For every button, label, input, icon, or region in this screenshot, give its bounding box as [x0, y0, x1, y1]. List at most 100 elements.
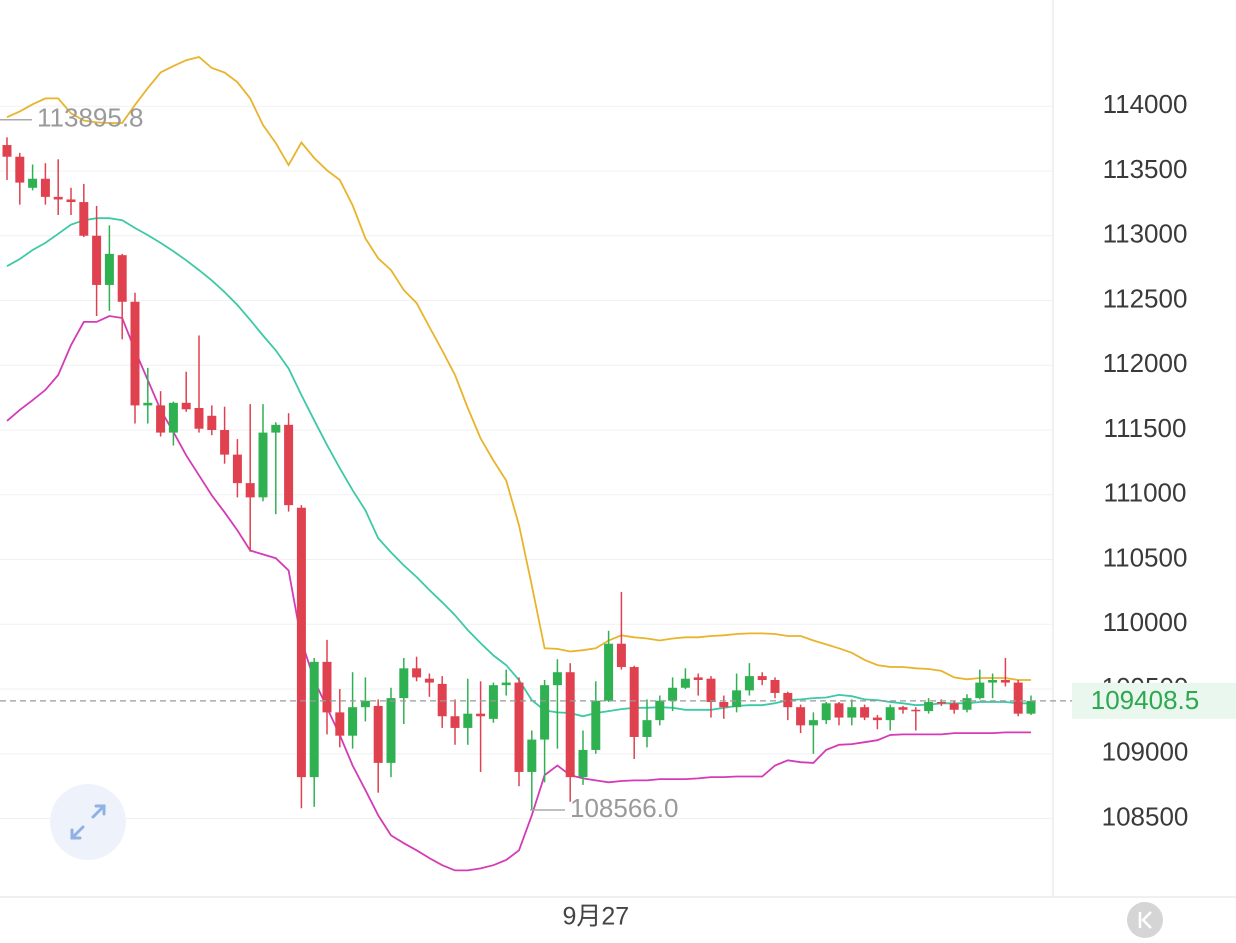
candle-body — [207, 415, 217, 431]
candle-body — [578, 749, 588, 778]
candle-body — [463, 713, 473, 728]
candle-body — [92, 235, 102, 285]
candle-body — [796, 707, 806, 726]
candle-body — [194, 407, 204, 429]
candle-body — [924, 702, 934, 712]
candle-body — [744, 676, 754, 691]
candle-body — [770, 679, 780, 693]
candle-body — [399, 668, 409, 699]
candle-body — [386, 698, 396, 763]
expand-button-bg[interactable] — [50, 784, 126, 860]
candle-body — [258, 432, 268, 498]
candle-body — [488, 685, 498, 719]
candle-body — [552, 672, 562, 686]
candle-body — [936, 702, 946, 704]
expand-icon — [70, 804, 106, 840]
candle-body — [514, 682, 524, 772]
candle-body — [66, 199, 76, 203]
last-price-box — [1072, 682, 1236, 719]
candle-body — [540, 685, 550, 740]
candle-body — [949, 703, 959, 710]
candle-body — [476, 713, 486, 717]
candle-body — [783, 692, 793, 708]
candle-body — [911, 709, 921, 712]
annotation-label: 108566.0 — [570, 793, 678, 823]
candle-body — [821, 703, 831, 721]
annotation-label: 113895.8 — [37, 103, 144, 133]
scroll-latest-icon — [1138, 911, 1152, 929]
candle-body — [245, 483, 255, 498]
candle-body — [872, 717, 882, 721]
y-tick-label: 111500 — [1104, 413, 1187, 443]
candle-body — [655, 700, 665, 721]
candle-body — [616, 643, 626, 668]
candle-body — [232, 454, 242, 484]
candle-body — [271, 424, 281, 433]
candle-body — [373, 705, 383, 763]
candle-body — [719, 702, 729, 708]
candle-body — [1013, 682, 1023, 714]
candle-body — [565, 672, 575, 778]
scroll-latest-bg[interactable] — [1127, 902, 1163, 938]
candle-body — [898, 707, 908, 710]
candle-body — [501, 682, 511, 686]
candle-body — [104, 253, 114, 285]
candle-body — [130, 301, 140, 406]
candle-body — [28, 178, 38, 188]
last-price-label: 109408.5 — [1091, 685, 1199, 715]
candle-body — [143, 402, 153, 406]
candle-body — [309, 661, 319, 778]
expand-button[interactable] — [50, 784, 126, 860]
y-tick-label: 110500 — [1103, 542, 1188, 572]
y-tick-label: 112500 — [1103, 283, 1188, 313]
candle-body — [591, 700, 601, 750]
candle-body — [53, 196, 63, 200]
candle-body — [2, 145, 12, 157]
candle-body — [757, 676, 767, 680]
candle-body — [847, 707, 857, 718]
candle-body — [732, 690, 742, 708]
candle-body — [15, 156, 25, 183]
candle-body — [348, 707, 358, 736]
y-tick-label: 111000 — [1104, 478, 1187, 508]
y-tick-label: 109000 — [1102, 737, 1189, 767]
y-tick-label: 108500 — [1102, 801, 1189, 831]
candle-body — [322, 661, 332, 713]
candle-body — [360, 700, 370, 708]
candle-body — [962, 698, 972, 710]
candle-body — [40, 178, 50, 197]
candle-body — [168, 402, 178, 433]
candle-body — [450, 716, 460, 728]
candle-body — [808, 720, 818, 726]
candle-body — [412, 668, 422, 678]
candle-body — [296, 507, 306, 778]
candle-body — [680, 678, 690, 688]
candle-body — [668, 687, 678, 701]
overlay: 113895.8 108566.0 109408.5 — [0, 103, 1236, 823]
candle-body — [1026, 700, 1036, 714]
candle-body — [706, 678, 716, 703]
y-tick-label: 114000 — [1103, 89, 1188, 119]
candle-body — [834, 703, 844, 718]
candles — [2, 137, 1036, 811]
y-tick-label: 113500 — [1103, 154, 1188, 184]
candle-body — [335, 712, 345, 736]
candle-body — [220, 430, 230, 455]
candle-body — [284, 424, 294, 506]
candle-body — [642, 720, 652, 737]
candle-body — [975, 682, 985, 699]
y-tick-label: 110000 — [1103, 607, 1188, 637]
candle-body — [437, 683, 447, 717]
x-tick-label: 9月27 — [562, 903, 629, 931]
candle-body — [156, 405, 166, 433]
candle-body — [79, 202, 89, 236]
candle-body — [527, 739, 537, 772]
scroll-latest-button[interactable] — [1127, 902, 1163, 938]
candle-body — [885, 707, 895, 721]
grid: 1085001090001095001100001105001110001115… — [0, 89, 1188, 931]
candle-body — [860, 707, 870, 718]
candle-body — [604, 643, 614, 701]
